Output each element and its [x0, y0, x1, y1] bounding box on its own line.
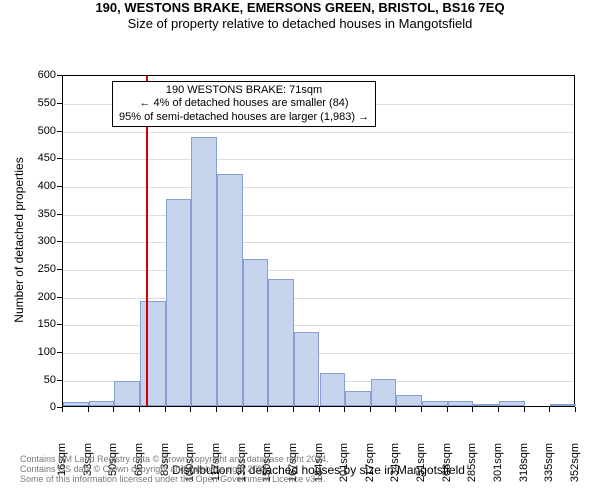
y-tick-label: 550	[28, 97, 56, 109]
x-tick-mark	[62, 407, 63, 412]
gridline	[63, 215, 574, 216]
x-tick-label: 318sqm	[518, 443, 530, 489]
y-tick-mark	[57, 214, 62, 215]
histogram-bar	[217, 174, 243, 406]
annotation-line: 95% of semi-detached houses are larger (…	[119, 111, 369, 124]
y-tick-label: 450	[28, 152, 56, 164]
x-tick-mark	[549, 407, 550, 412]
y-tick-mark	[57, 380, 62, 381]
x-tick-mark	[267, 407, 268, 412]
y-tick-label: 350	[28, 208, 56, 220]
histogram-bar	[294, 332, 320, 407]
x-tick-mark	[421, 407, 422, 412]
histogram-bar	[473, 404, 499, 406]
x-tick-mark	[472, 407, 473, 412]
y-tick-mark	[57, 131, 62, 132]
x-tick-mark	[370, 407, 371, 412]
y-tick-label: 200	[28, 291, 56, 303]
histogram-bar	[140, 301, 166, 406]
y-tick-label: 100	[28, 346, 56, 358]
histogram-bar	[89, 401, 115, 407]
histogram-bar	[268, 279, 294, 406]
x-tick-mark	[344, 407, 345, 412]
x-tick-mark	[447, 407, 448, 412]
x-tick-label: 251sqm	[415, 443, 427, 489]
x-tick-label: 268sqm	[441, 443, 453, 489]
x-tick-mark	[319, 407, 320, 412]
gridline	[63, 132, 574, 133]
y-tick-label: 250	[28, 263, 56, 275]
x-tick-mark	[524, 407, 525, 412]
histogram-bar	[243, 259, 269, 406]
x-tick-label: 285sqm	[466, 443, 478, 489]
x-tick-mark	[139, 407, 140, 412]
x-tick-mark	[395, 407, 396, 412]
histogram-bar	[320, 373, 346, 406]
gridline	[63, 187, 574, 188]
y-tick-mark	[57, 241, 62, 242]
x-tick-label: 335sqm	[543, 443, 555, 489]
histogram-bar	[345, 391, 371, 406]
y-tick-mark	[57, 269, 62, 270]
y-tick-label: 50	[28, 374, 56, 386]
histogram-bar	[499, 401, 525, 407]
x-tick-label: 201sqm	[338, 443, 350, 489]
x-tick-mark	[293, 407, 294, 412]
x-tick-mark	[165, 407, 166, 412]
annotation-box: 190 WESTONS BRAKE: 71sqm← 4% of detached…	[112, 81, 376, 127]
histogram-bar	[166, 199, 192, 407]
x-tick-mark	[216, 407, 217, 412]
y-tick-mark	[57, 324, 62, 325]
y-tick-label: 0	[28, 401, 56, 413]
y-tick-label: 500	[28, 125, 56, 137]
histogram-bar	[63, 402, 89, 406]
x-tick-label: 217sqm	[364, 443, 376, 489]
x-tick-mark	[242, 407, 243, 412]
histogram-bar	[550, 404, 576, 406]
y-tick-mark	[57, 158, 62, 159]
x-tick-mark	[190, 407, 191, 412]
x-tick-mark	[88, 407, 89, 412]
x-tick-label: 234sqm	[389, 443, 401, 489]
x-tick-mark	[498, 407, 499, 412]
x-tick-mark	[113, 407, 114, 412]
gridline	[63, 298, 574, 299]
page-title: 190, WESTONS BRAKE, EMERSONS GREEN, BRIS…	[0, 0, 600, 16]
histogram-bar	[191, 137, 217, 406]
histogram-bar	[396, 395, 422, 406]
y-tick-mark	[57, 186, 62, 187]
x-tick-label: 301sqm	[492, 443, 504, 489]
annotation-line: ← 4% of detached houses are smaller (84)	[119, 97, 369, 110]
gridline	[63, 159, 574, 160]
footer-line: Contains HM Land Registry data © Crown c…	[20, 454, 329, 464]
footer-line: Some of this information licensed under …	[20, 474, 329, 484]
y-tick-label: 150	[28, 318, 56, 330]
y-tick-mark	[57, 297, 62, 298]
histogram-bar	[422, 401, 448, 407]
y-tick-label: 400	[28, 180, 56, 192]
y-axis-title: Number of detached properties	[12, 74, 26, 406]
x-tick-mark	[575, 407, 576, 412]
footer-line: Contains OS data © Crown copyright and d…	[20, 464, 329, 474]
histogram-bar	[371, 379, 397, 407]
annotation-line: 190 WESTONS BRAKE: 71sqm	[119, 84, 369, 97]
y-tick-mark	[57, 103, 62, 104]
y-tick-mark	[57, 75, 62, 76]
x-tick-label: 352sqm	[569, 443, 581, 489]
y-tick-mark	[57, 352, 62, 353]
footer-attribution: Contains HM Land Registry data © Crown c…	[20, 454, 329, 484]
y-tick-label: 600	[28, 69, 56, 81]
histogram-bar	[114, 381, 140, 406]
histogram-bar	[448, 401, 474, 407]
page-subtitle: Size of property relative to detached ho…	[0, 16, 600, 32]
y-tick-label: 300	[28, 235, 56, 247]
gridline	[63, 242, 574, 243]
gridline	[63, 270, 574, 271]
